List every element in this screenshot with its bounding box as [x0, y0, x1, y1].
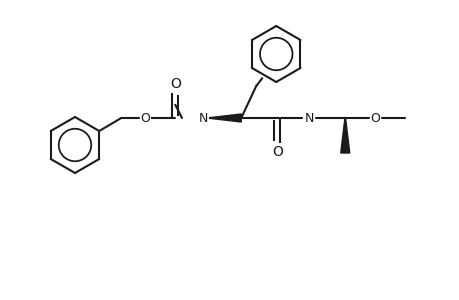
Polygon shape — [340, 118, 349, 153]
Text: N: N — [198, 112, 207, 124]
Text: O: O — [271, 145, 282, 159]
Text: N: N — [304, 112, 313, 124]
Text: O: O — [369, 112, 379, 124]
Text: O: O — [169, 77, 180, 91]
Text: O: O — [140, 112, 150, 124]
Polygon shape — [209, 114, 241, 122]
